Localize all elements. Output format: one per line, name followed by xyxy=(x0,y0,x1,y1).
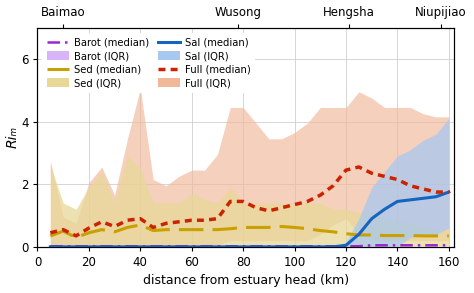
Legend: Barot (median), Barot (IQR), Sed (median), Sed (IQR), Sal (median), Sal (IQR), F: Barot (median), Barot (IQR), Sed (median… xyxy=(43,33,255,93)
Y-axis label: Riₘ: Riₘ xyxy=(6,126,19,148)
X-axis label: distance from estuary head (km): distance from estuary head (km) xyxy=(143,275,349,287)
